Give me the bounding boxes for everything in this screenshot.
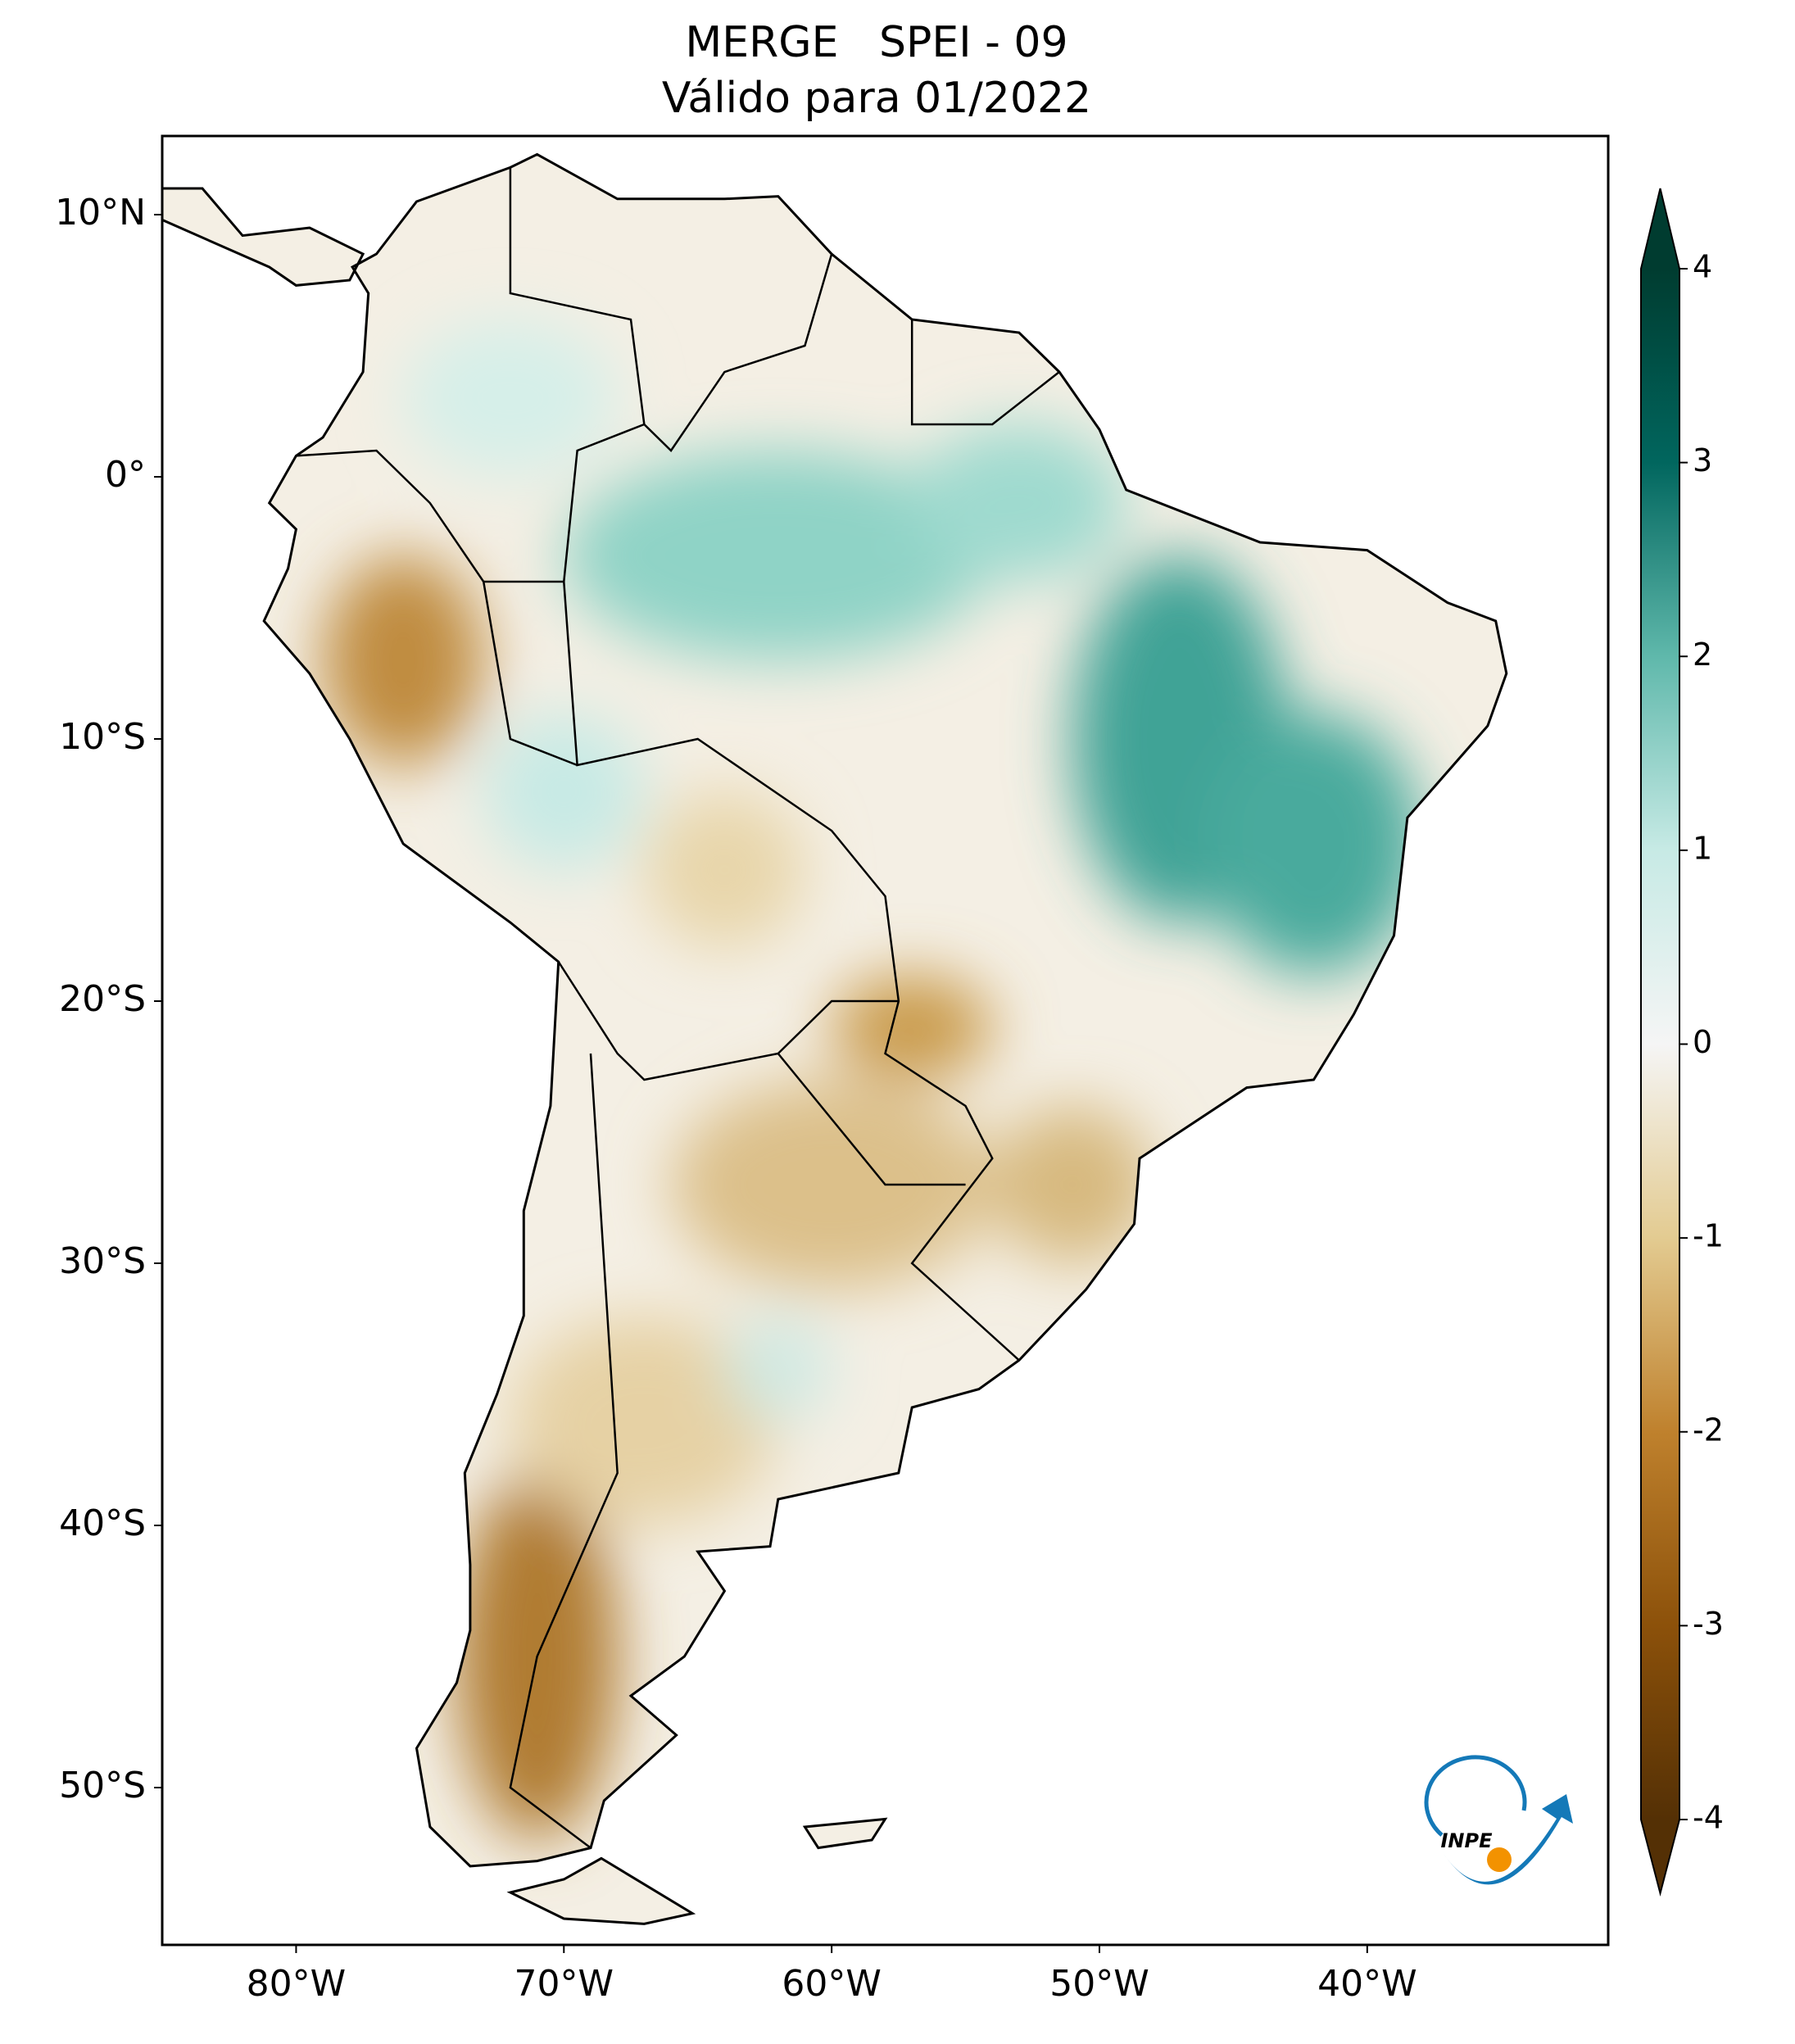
map <box>161 152 1508 1925</box>
coastline <box>161 152 1508 1925</box>
spei-patch <box>564 451 993 660</box>
title-line: Válido para 01/2022 <box>662 74 1091 123</box>
spei-patch <box>323 555 484 765</box>
colorbar: -4 -3 -2 -1 0 1 2 3 4 <box>1640 188 1724 1897</box>
spei-patch <box>483 713 645 870</box>
border <box>483 580 1020 1362</box>
logo-dot <box>1487 1847 1512 1872</box>
border <box>296 449 578 767</box>
y-tick-label: 10°S <box>59 716 146 758</box>
border <box>509 167 646 582</box>
x-tick-label: 60°W <box>782 1963 882 2005</box>
spei-patch <box>670 1080 993 1289</box>
spei-patch <box>992 1106 1154 1263</box>
map-frame <box>161 134 1610 1947</box>
colorbar-tick-label: -3 <box>1693 1606 1724 1642</box>
colorbar-tick-label: 0 <box>1693 1024 1712 1060</box>
border <box>557 961 899 1081</box>
spei-patch <box>403 320 618 477</box>
spei-patch <box>724 1316 832 1421</box>
x-tick-label: 70°W <box>514 1963 614 2005</box>
border <box>509 1053 619 1849</box>
y-tick-label: 30°S <box>59 1240 146 1282</box>
colorbar-tick-label: 2 <box>1693 637 1712 673</box>
logo-swoosh <box>1442 1794 1573 1885</box>
x-tick-label: 50°W <box>1049 1963 1149 2005</box>
colorbar-tick-label: 1 <box>1693 830 1712 866</box>
title-line: MERGE SPEI - 09 <box>685 18 1067 67</box>
colorbar-tick-label: -4 <box>1693 1800 1724 1836</box>
spei-patch <box>510 1316 778 1525</box>
y-tick-label: 20°S <box>59 978 146 1020</box>
logo-arc <box>1424 1755 1527 1837</box>
logo-text: INPE <box>1441 1829 1494 1852</box>
colorbar-max-arrow <box>1641 188 1679 269</box>
logo: INPE <box>1424 1755 1573 1885</box>
x-tick-label: 80°W <box>247 1963 347 2005</box>
x-tick-label: 40°W <box>1317 1963 1417 2005</box>
border <box>910 320 1060 426</box>
y-tick-label: 50°S <box>59 1765 146 1806</box>
spei-patch <box>912 424 1126 582</box>
border <box>777 1053 966 1186</box>
spei-patch <box>832 975 993 1080</box>
colorbar-min-arrow <box>1641 1820 1679 1893</box>
colorbar-tick-label: 4 <box>1693 249 1712 285</box>
y-tick-label: 0° <box>105 454 146 496</box>
y-tick-label: 40°S <box>59 1502 146 1544</box>
y-tick-label: 10°N <box>55 192 146 233</box>
spei-patch <box>644 791 805 949</box>
border <box>643 253 833 452</box>
spei-patch <box>1206 713 1421 975</box>
colorbar-body <box>1641 269 1679 1820</box>
colorbar-tick-label: -2 <box>1693 1412 1724 1448</box>
colorbar-tick-label: -1 <box>1693 1218 1724 1254</box>
colorbar-tick-label: 3 <box>1693 442 1712 478</box>
